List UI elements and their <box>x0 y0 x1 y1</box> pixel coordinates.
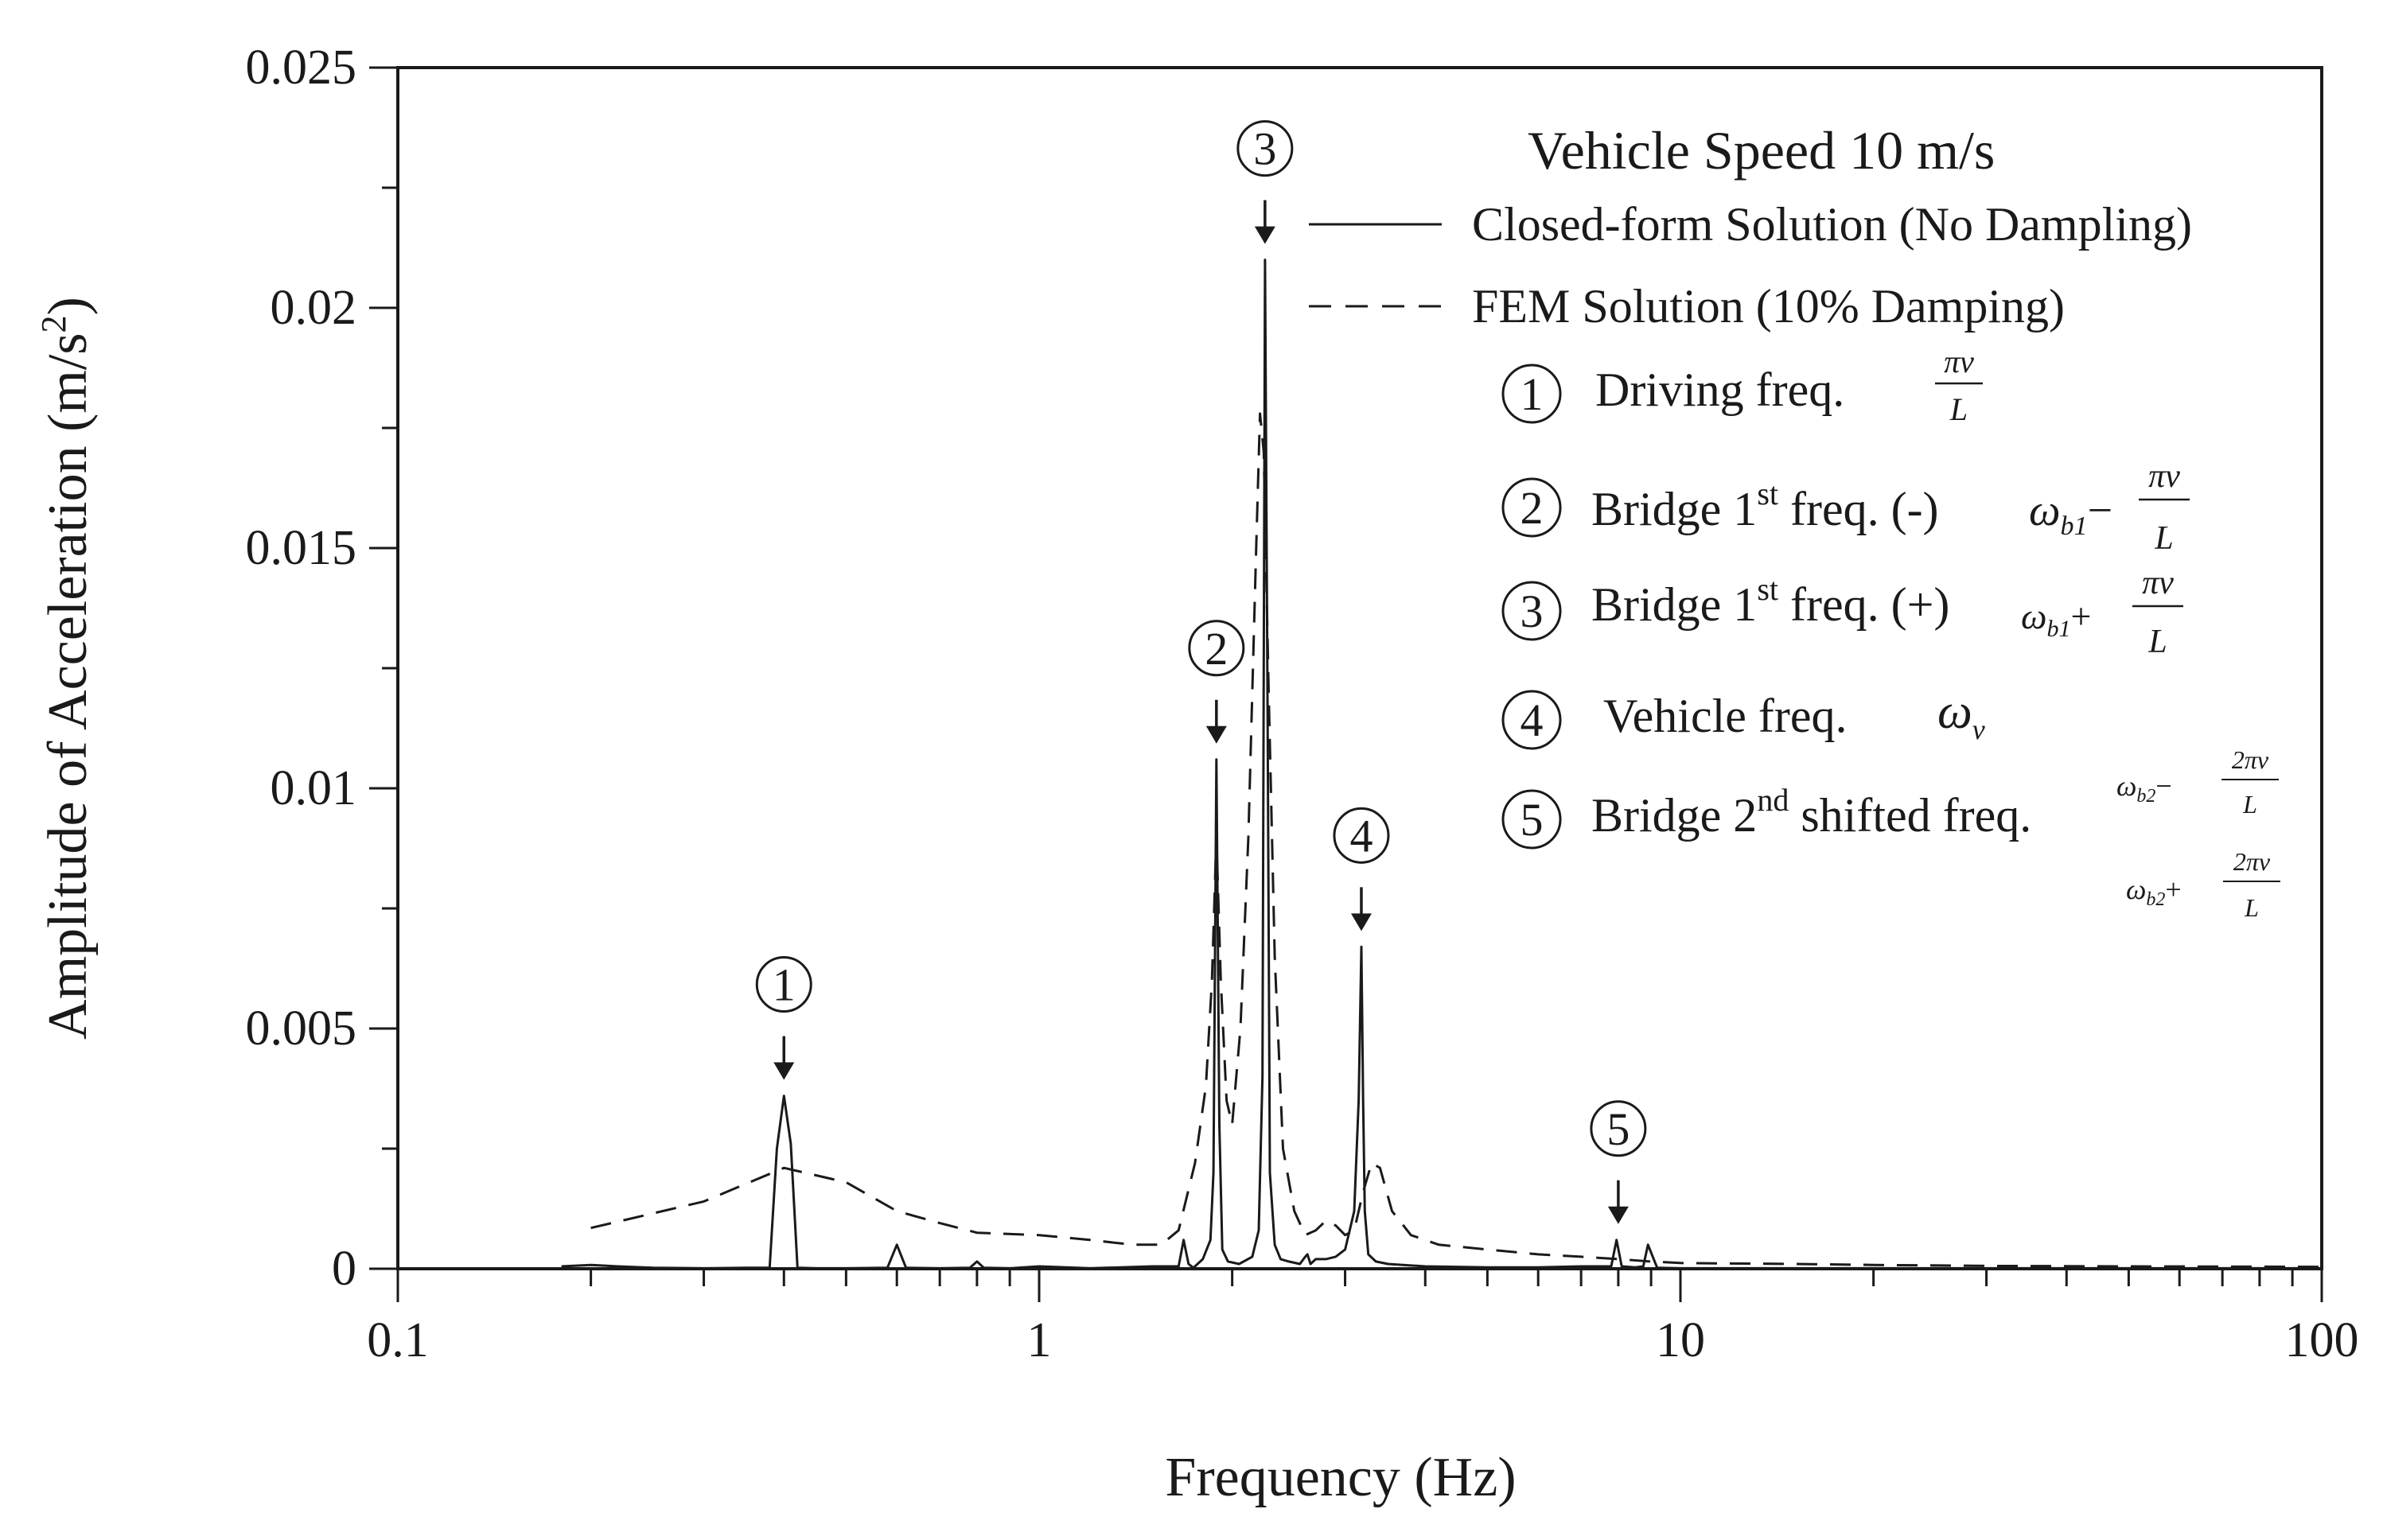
svg-text:2πv: 2πv <box>2232 745 2269 774</box>
svg-text:L: L <box>2244 893 2259 922</box>
peak-marker-5: 5 <box>1590 1100 1647 1224</box>
legend-item-5: 5 Bridge 2nd shifted freq. ωb2− 2πv L ωb… <box>1501 745 2280 922</box>
svg-text:1: 1 <box>1521 368 1544 420</box>
peak-marker-4: 4 <box>1333 807 1390 931</box>
marker-circle <box>1590 1100 1647 1157</box>
legend: Vehicle Speed 10 m/s Closed-form Solutio… <box>1309 120 2280 922</box>
svg-text:L: L <box>2242 790 2257 819</box>
closed-form-solution-line <box>561 259 2322 1270</box>
marker-number: 3 <box>1253 123 1276 175</box>
x-tick-label: 0.1 <box>367 1313 429 1367</box>
peak-marker-2: 2 <box>1188 620 1245 744</box>
svg-text:5: 5 <box>1521 794 1544 846</box>
svg-text:πv: πv <box>1944 344 1974 379</box>
marker-circle <box>1188 620 1245 677</box>
marker-number: 5 <box>1606 1103 1630 1155</box>
down-arrow-icon <box>1350 913 1372 931</box>
legend-item-3: 3 Bridge 1st freq. (+) ωb1+ πv L <box>1501 565 2183 660</box>
legend-series-fem: FEM Solution (10% Damping) <box>1472 280 2065 332</box>
legend-item-1: 1 Driving freq. πv L <box>1501 344 1983 427</box>
legend-title: Vehicle Speed 10 m/s <box>1528 120 1995 181</box>
svg-text:2: 2 <box>1521 482 1544 534</box>
x-axis-ticks: 0.1 1 10 100 <box>367 1269 2359 1367</box>
marker-number: 1 <box>773 959 796 1011</box>
down-arrow-icon <box>1254 226 1275 244</box>
legend-item-4: 4 Vehicle freq. ωv <box>1501 685 1985 750</box>
svg-text:Driving freq.: Driving freq. <box>1595 364 1844 416</box>
y-tick-label: 0.005 <box>246 1001 357 1056</box>
svg-text:ωb2+: ωb2+ <box>2126 873 2182 910</box>
svg-text:Bridge 1st freq. (+): Bridge 1st freq. (+) <box>1591 571 1949 631</box>
marker-circle <box>755 956 812 1013</box>
svg-text:ωb1−: ωb1− <box>2029 486 2112 541</box>
x-tick-label: 10 <box>1656 1313 1705 1367</box>
svg-text:L: L <box>1949 391 1968 427</box>
svg-text:Bridge 1st freq. (-): Bridge 1st freq. (-) <box>1591 476 1939 535</box>
svg-text:L: L <box>2154 520 2173 557</box>
svg-text:ωb2−: ωb2− <box>2116 770 2172 807</box>
peak-annotations: 1 2 3 4 5 <box>755 120 1647 1224</box>
y-tick-label: 0.025 <box>246 41 357 95</box>
svg-text:πv: πv <box>2148 458 2180 495</box>
peak-marker-3: 3 <box>1236 120 1294 244</box>
x-axis-title: Frequency (Hz) <box>1165 1447 1516 1508</box>
y-tick-label: 0.015 <box>246 521 357 575</box>
x-tick-label: 1 <box>1027 1313 1052 1367</box>
down-arrow-icon <box>773 1062 795 1080</box>
x-tick-label: 100 <box>2285 1313 2359 1367</box>
marker-circle <box>1333 807 1390 864</box>
svg-text:2πv: 2πv <box>2233 847 2271 876</box>
svg-text:L: L <box>2147 624 2167 660</box>
svg-text:ωv: ωv <box>1937 685 1985 745</box>
series-layer <box>561 259 2323 1270</box>
svg-text:4: 4 <box>1521 694 1544 746</box>
down-arrow-icon <box>1607 1206 1629 1224</box>
fem-solution-line <box>590 412 2323 1269</box>
y-tick-label: 0.02 <box>271 281 357 335</box>
y-tick-label: 0 <box>332 1242 356 1296</box>
svg-text:πv: πv <box>2142 565 2174 601</box>
y-axis-title: Amplitude of Acceleration (m/s2) <box>34 297 99 1040</box>
marker-circle <box>1236 120 1294 177</box>
down-arrow-icon <box>1205 725 1227 744</box>
legend-item-2: 2 Bridge 1st freq. (-) ωb1− πv L <box>1501 458 2190 557</box>
svg-text:Bridge 2nd shifted freq.: Bridge 2nd shifted freq. <box>1591 782 2031 842</box>
y-axis-ticks: 0 0.005 0.01 0.015 0.02 0.025 <box>246 41 398 1296</box>
y-tick-label: 0.01 <box>271 761 357 815</box>
marker-number: 4 <box>1349 810 1373 861</box>
marker-number: 2 <box>1205 623 1228 675</box>
svg-text:3: 3 <box>1521 585 1544 637</box>
svg-text:ωb1+: ωb1+ <box>2021 596 2091 642</box>
peak-marker-1: 1 <box>755 956 812 1080</box>
svg-text:Vehicle freq.: Vehicle freq. <box>1603 690 1848 742</box>
legend-series-closed-form: Closed-form Solution (No Dampling) <box>1472 198 2192 251</box>
